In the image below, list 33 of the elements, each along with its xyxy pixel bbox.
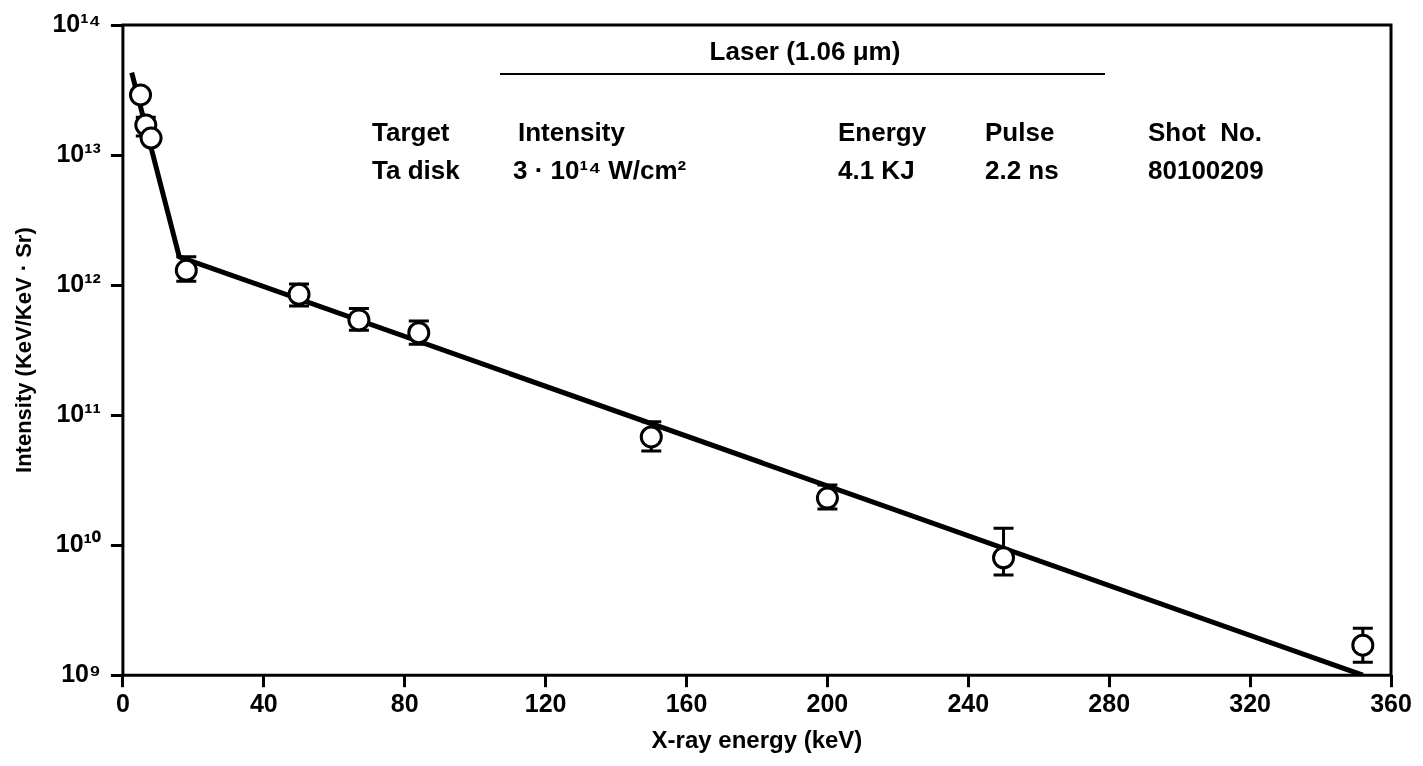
y-axis-title: Intensity (KeV/KeV · Sr) <box>11 227 37 473</box>
annotation: Target <box>372 117 450 148</box>
x-axis-title: X-ray energy (keV) <box>651 726 863 754</box>
x-tick-label: 320 <box>1229 689 1271 718</box>
x-tick-label: 160 <box>665 689 708 718</box>
y-tick-label: 10¹⁰ <box>55 529 101 558</box>
annotation: 2.2 ns <box>985 155 1059 186</box>
x-tick-label: 120 <box>524 689 567 718</box>
x-tick-label: 0 <box>115 689 130 718</box>
y-tick-label: 10¹² <box>56 268 101 297</box>
annotation: Laser (1.06 μm) <box>708 36 902 67</box>
annotation: 80100209 <box>1148 155 1264 186</box>
annotation: 4.1 KJ <box>838 155 915 186</box>
x-tick-label: 360 <box>1370 689 1412 718</box>
y-tick-label: 10¹¹ <box>56 399 101 428</box>
point <box>1351 633 1375 657</box>
x-tick-label: 80 <box>390 689 419 718</box>
annotation: 3 · 10¹⁴ W/cm² <box>513 155 687 186</box>
point <box>129 83 153 107</box>
annotation: Shot No. <box>1148 117 1263 148</box>
annotation: Pulse <box>985 117 1055 148</box>
annotation: Ta disk <box>372 155 460 186</box>
annotation: Intensity <box>518 117 625 148</box>
x-tick-label: 240 <box>947 689 990 718</box>
y-tick-label: 10⁹ <box>61 659 101 688</box>
point <box>992 546 1016 570</box>
x-tick-label: 200 <box>806 689 849 718</box>
x-tick-label: 40 <box>249 689 278 718</box>
annotation: Energy <box>838 117 927 148</box>
y-tick-label: 10¹⁴ <box>52 8 101 37</box>
y-tick-label: 10¹³ <box>56 138 101 167</box>
x-tick-label: 280 <box>1088 689 1131 718</box>
point <box>139 126 163 150</box>
